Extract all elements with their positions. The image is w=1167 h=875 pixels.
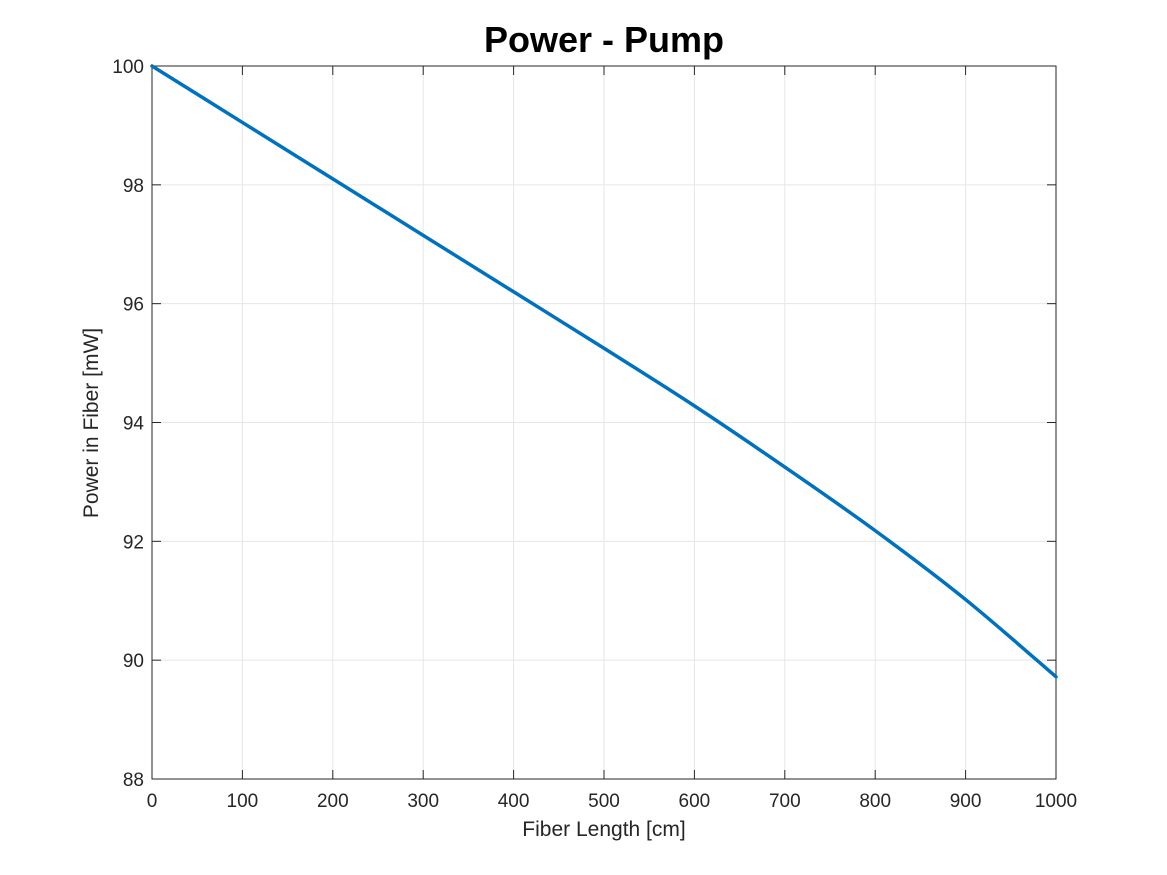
x-tick-label: 400 — [498, 791, 530, 812]
y-tick-label: 88 — [123, 770, 144, 791]
y-tick-label: 100 — [112, 57, 144, 78]
axis-ticks: 0 100 200 300 400 500 600 700 800 900 1000 88 90 92 94… — [112, 57, 1077, 812]
y-tick-label: 98 — [123, 176, 144, 197]
x-tick-label: 800 — [859, 791, 891, 812]
y-tick-label: 90 — [123, 651, 144, 672]
x-axis-label: Fiber Length [cm] — [522, 818, 685, 841]
x-tick-label: 900 — [950, 791, 982, 812]
series-layer — [150, 64, 1058, 679]
x-tick-label: 0 — [147, 791, 158, 812]
x-tick-label: 700 — [769, 791, 801, 812]
x-tick-label: 1000 — [1035, 791, 1077, 812]
x-tick-label: 300 — [407, 791, 439, 812]
y-tick-label: 96 — [123, 295, 144, 316]
x-tick-label: 600 — [679, 791, 711, 812]
x-tick-label: 100 — [227, 791, 259, 812]
y-axis-label: Power in Fiber [mW] — [80, 328, 103, 518]
x-tick-label: 200 — [317, 791, 349, 812]
y-tick-label: 94 — [123, 414, 145, 435]
chart-title: Power - Pump — [484, 19, 724, 60]
y-tick-label: 92 — [123, 532, 144, 553]
x-tick-label: 500 — [588, 791, 620, 812]
